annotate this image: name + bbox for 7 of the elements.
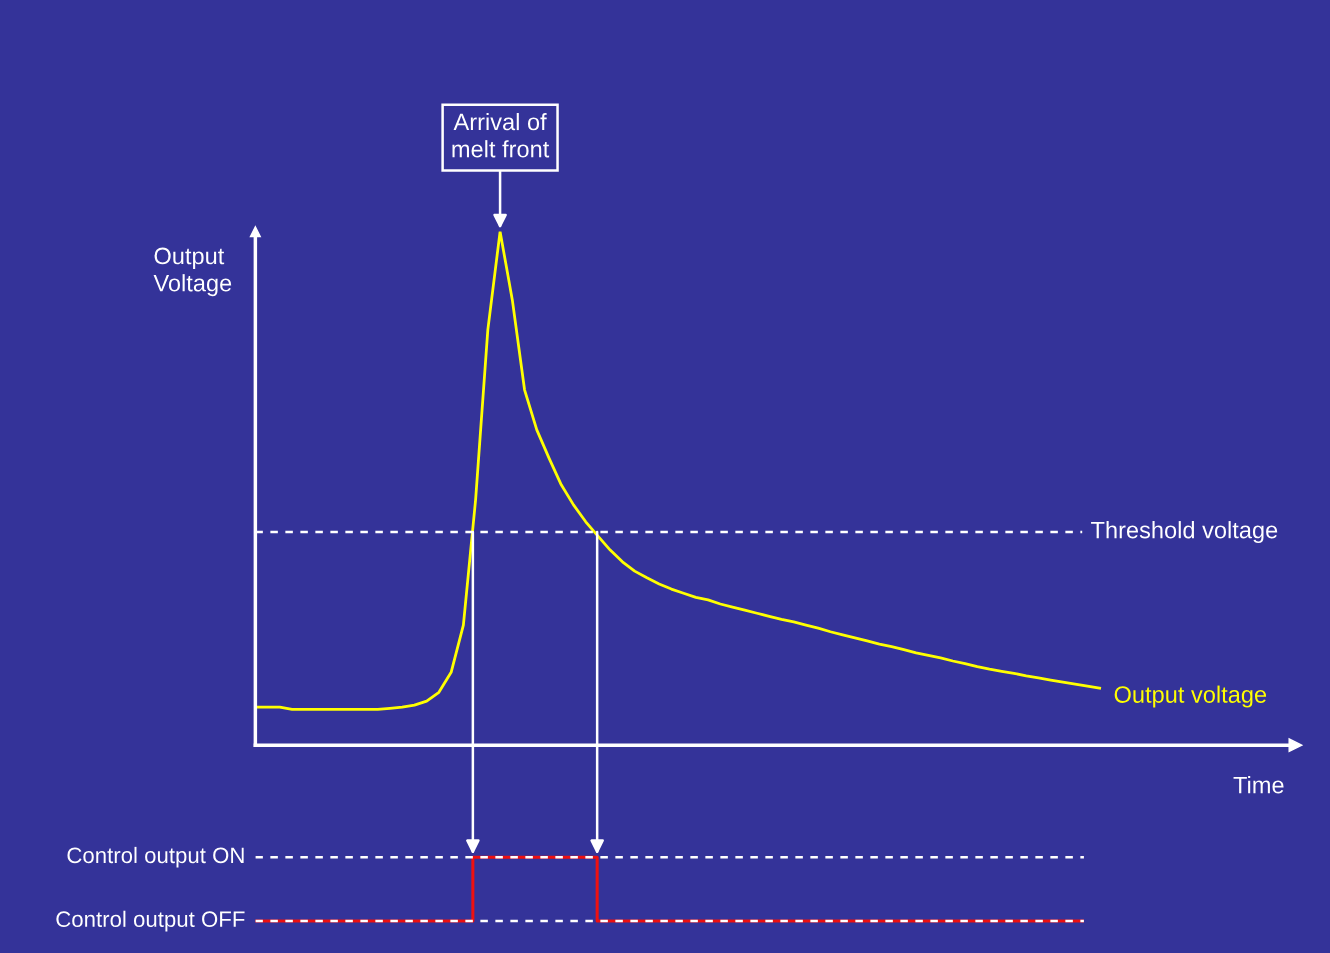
y-axis-title: Output Voltage xyxy=(153,247,232,297)
ref-line-label: Threshold voltage xyxy=(1091,521,1278,544)
text: Arrival of melt front xyxy=(452,112,550,158)
ref-line-label: Control output OFF xyxy=(56,910,245,932)
ref-line-label: Control output ON xyxy=(67,846,244,868)
series-label: Output voltage xyxy=(1114,685,1267,708)
x-axis-title: Time xyxy=(1233,776,1284,794)
